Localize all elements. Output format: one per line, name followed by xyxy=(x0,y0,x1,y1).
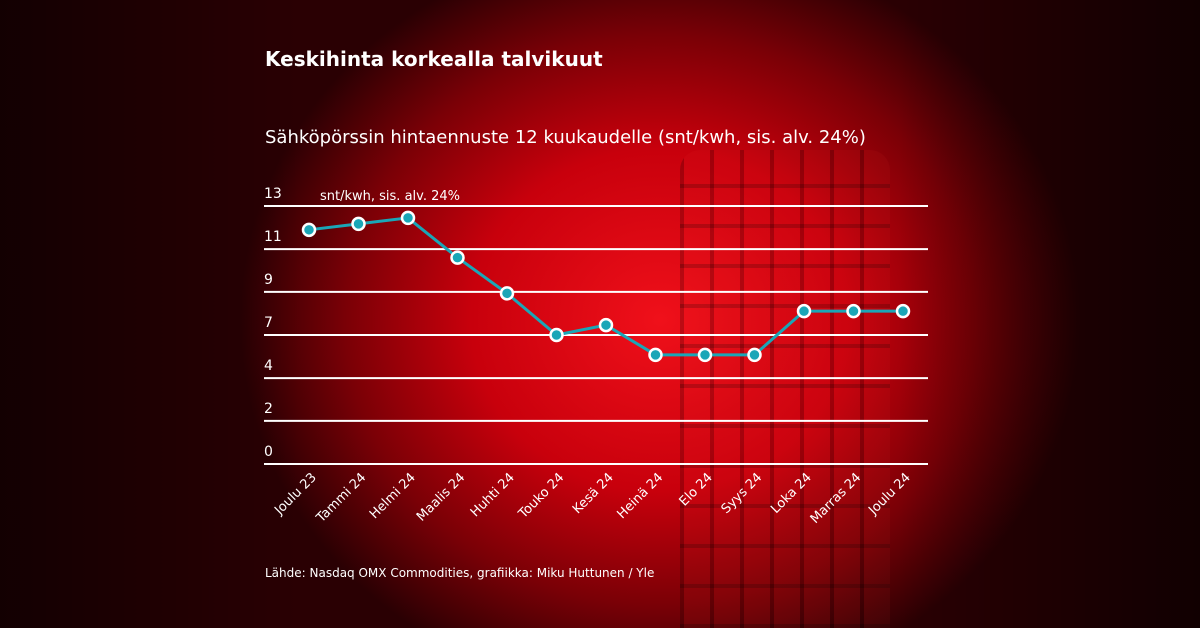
data-point xyxy=(450,250,465,265)
x-tick-label: Syys 24 xyxy=(719,470,766,517)
x-tick-label: Huhti 24 xyxy=(468,470,518,520)
x-tick-label: Kesä 24 xyxy=(570,470,617,517)
data-point xyxy=(499,286,515,301)
y-tick-label: 0 xyxy=(264,444,273,460)
data-point xyxy=(549,327,564,343)
x-tick-label: Elo 24 xyxy=(677,470,716,509)
data-point xyxy=(648,347,663,363)
x-tick-label: Loka 24 xyxy=(768,470,815,517)
source-note: Lähde: Nasdaq OMX Commodities, grafiikka… xyxy=(265,566,655,580)
chart-subtitle: Sähköpörssin hintaennuste 12 kuukaudelle… xyxy=(265,127,866,148)
x-tick-label: Maalis 24 xyxy=(414,470,468,524)
data-point xyxy=(796,303,812,319)
x-tick-label: Joulu 23 xyxy=(271,470,319,518)
data-point xyxy=(400,210,416,226)
background-sauna-heater xyxy=(680,150,890,628)
x-tick-label: Marras 24 xyxy=(808,470,865,527)
chart-title: Keskihinta korkealla talvikuut xyxy=(265,47,603,71)
x-tick-label: Tammi 24 xyxy=(313,470,369,526)
data-point xyxy=(747,347,762,363)
y-tick-label: 9 xyxy=(264,272,273,288)
x-tick-label: Touko 24 xyxy=(515,470,567,522)
y-tick-label: 2 xyxy=(264,401,273,417)
data-point xyxy=(895,303,911,319)
data-point xyxy=(598,317,614,333)
data-point xyxy=(301,222,317,238)
y-tick-label: 13 xyxy=(264,186,282,202)
x-tick-label: Helmi 24 xyxy=(367,470,419,522)
data-point xyxy=(351,216,366,232)
y-tick-label: 4 xyxy=(264,358,273,374)
x-tick-label: Heinä 24 xyxy=(615,470,667,522)
y-tick-label: 7 xyxy=(264,315,273,331)
data-point xyxy=(697,347,713,363)
data-point xyxy=(846,303,861,319)
y-tick-label: 11 xyxy=(264,229,282,245)
y-axis-unit-label: snt/kwh, sis. alv. 24% xyxy=(320,189,460,204)
x-tick-label: Joulu 24 xyxy=(865,470,913,518)
